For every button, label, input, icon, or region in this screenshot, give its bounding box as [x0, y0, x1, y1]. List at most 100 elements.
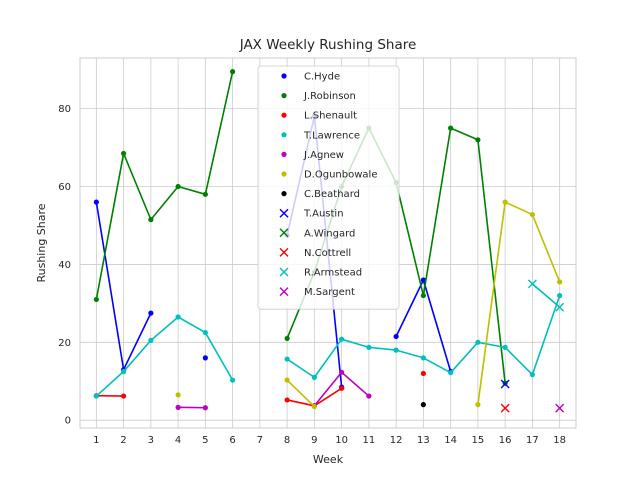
series-line-segment: [395, 349, 425, 359]
data-point: [529, 372, 535, 378]
legend-marker: [279, 267, 289, 277]
data-point: [420, 370, 426, 377]
series-line-segment: [95, 370, 125, 397]
series-line-segment: [286, 399, 316, 407]
series-line-segment: [531, 213, 561, 283]
legend-marker: [281, 73, 287, 79]
series-r-armstead: [527, 279, 565, 312]
data-point: [93, 296, 99, 303]
legend-label: J.Agnew: [303, 150, 344, 161]
series-line-segment: [531, 294, 561, 376]
data-point: [420, 277, 426, 283]
data-point: [175, 404, 181, 410]
data-point: [284, 397, 290, 403]
data-point: [500, 379, 510, 389]
x-marker-stroke: [527, 279, 537, 289]
series-line-segment: [422, 357, 452, 374]
x-tick-label: 8: [284, 435, 290, 446]
series-line-segment: [449, 127, 479, 141]
x-tick-label: 1: [93, 435, 99, 446]
data-point: [202, 405, 208, 411]
data-point: [502, 199, 508, 205]
series-line-segment: [177, 316, 207, 334]
data-point: [175, 314, 181, 320]
x-tick-label: 12: [390, 435, 403, 446]
x-tick-label: 3: [148, 435, 154, 446]
legend-label: M.Sargent: [304, 287, 355, 298]
data-point: [557, 292, 563, 299]
data-point: [555, 403, 565, 413]
x-tick-label: 18: [553, 435, 566, 446]
data-point: [366, 344, 372, 350]
legend-marker: [279, 287, 289, 297]
series-line-segment: [150, 316, 179, 342]
legend-marker: [281, 132, 287, 138]
legend-marker: [281, 191, 287, 197]
series-line-segment: [122, 152, 152, 221]
legend-label: L.Shenault: [304, 111, 357, 122]
legend-marker: [281, 151, 287, 157]
series-line-segment: [122, 312, 152, 371]
data-point: [230, 69, 236, 75]
series-line-segment: [504, 346, 534, 376]
data-point: [284, 335, 290, 342]
data-point: [121, 368, 127, 375]
data-point: [148, 310, 154, 316]
series-line-segment: [504, 201, 534, 216]
data-point: [230, 377, 236, 383]
data-point: [475, 339, 481, 345]
series-c-beathard: [420, 402, 426, 408]
legend-label: T.Lawrence: [303, 130, 360, 141]
data-point: [448, 370, 454, 376]
data-point: [366, 393, 372, 399]
series-line-segment: [368, 346, 397, 351]
series-line-segment: [95, 152, 125, 301]
x-tick-label: 4: [175, 435, 181, 446]
data-point: [393, 333, 399, 340]
series-line-segment: [477, 201, 506, 406]
series-line-segment: [313, 338, 343, 379]
data-point: [557, 279, 563, 285]
x-marker-stroke: [555, 302, 565, 312]
legend: C.Hyde J.Robinson L.Shenault T.Lawrence J.Ag…: [257, 65, 400, 310]
y-tick-label: 0: [65, 416, 71, 427]
series-line-segment: [340, 338, 370, 349]
y-tick-label: 80: [58, 104, 71, 115]
series-t-lawrence: [93, 292, 563, 399]
series-line-segment: [313, 387, 343, 407]
series-t-austin: [500, 379, 510, 389]
series-m-sargent: [555, 403, 565, 413]
legend-label: R.Armstead: [304, 268, 362, 279]
legend-marker: [281, 171, 287, 177]
data-point: [500, 403, 510, 413]
legend-marker: [281, 93, 287, 99]
data-point: [175, 183, 181, 190]
series-d-ogunbowale: [175, 199, 563, 410]
x-tick-label: 16: [499, 435, 512, 446]
x-marker-stroke: [500, 403, 510, 413]
data-point: [393, 347, 399, 353]
x-tick-label: 11: [363, 435, 376, 446]
y-tick-label: 60: [58, 182, 71, 193]
legend-label: T.Austin: [303, 209, 344, 220]
series-line-segment: [204, 70, 234, 196]
x-tick-label: 7: [257, 435, 263, 446]
series-line-segment: [177, 185, 207, 196]
x-tick-label: 17: [526, 435, 539, 446]
series-line-segment: [204, 331, 234, 381]
series-line-segment: [477, 138, 506, 385]
x-marker-stroke: [279, 247, 289, 257]
x-marker-stroke: [279, 287, 289, 297]
series-line-segment: [150, 185, 179, 221]
data-point: [202, 191, 208, 197]
x-axis-label: Week: [313, 453, 344, 466]
data-point: [175, 392, 181, 398]
data-point: [448, 125, 454, 131]
data-point: [148, 217, 154, 223]
x-marker-stroke: [279, 208, 289, 218]
legend-label: A.Wingard: [304, 228, 355, 239]
series-line-segment: [422, 279, 452, 373]
series-line-segment: [95, 201, 125, 371]
